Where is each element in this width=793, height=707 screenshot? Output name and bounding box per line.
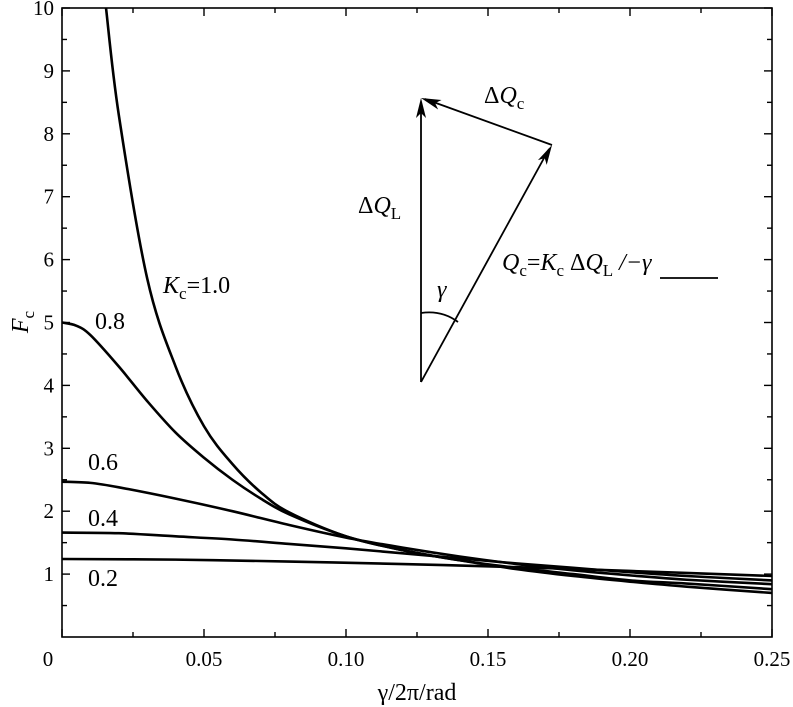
- x-tick-label: 0.15: [470, 647, 507, 671]
- y-tick-label: 1: [44, 562, 55, 586]
- labels: Kc=1.0 0.8 0.6 0.4 0.2: [88, 273, 230, 592]
- y-tick-label: 2: [44, 499, 55, 523]
- series-line-1.0: [104, 7, 773, 595]
- series-label-0.4: 0.4: [88, 506, 118, 532]
- vector-Qc-label: Qc=Kc ΔQL /−γ: [502, 250, 652, 280]
- y-tick-label: 9: [44, 59, 55, 83]
- vector-dQL-label: ΔQL: [358, 193, 401, 223]
- series-line-0.2: [61, 557, 773, 578]
- x-tick-label: 0.05: [186, 647, 223, 671]
- vector-dQc-arrowhead: [421, 98, 442, 110]
- series-label-0.6: 0.6: [88, 450, 118, 476]
- y-tick-label: 4: [44, 373, 55, 397]
- plot-frame: [61, 7, 773, 638]
- y-tick-label: 8: [44, 122, 55, 146]
- vector-dQc-label: ΔQc: [484, 83, 525, 113]
- series-label-0.2: 0.2: [88, 566, 118, 592]
- axes: 0 0.05 0.10 0.15 0.20 0.25 1 2 3 4 5 6 7 8 9 10 γ/2π/rad…: [8, 0, 790, 706]
- vector-dQL-arrowhead: [416, 98, 426, 118]
- angle-label: γ: [437, 277, 447, 303]
- curves: [61, 7, 773, 595]
- y-tick-label: 10: [33, 0, 54, 20]
- y-tick-label: 7: [44, 185, 55, 209]
- x-tick-label: 0.10: [328, 647, 365, 671]
- y-tick-label: 3: [44, 436, 55, 460]
- series-label-0.8: 0.8: [95, 309, 125, 335]
- vector-dQc-line: [424, 98, 553, 146]
- vector-diagram: ΔQL ΔQc γ Qc=Kc ΔQL /−γ: [358, 83, 718, 383]
- x-tick-label: 0.25: [754, 647, 791, 671]
- x-tick-label: 0.20: [612, 647, 649, 671]
- vector-Qc-arrowhead: [537, 145, 552, 165]
- x-tick-label: 0: [43, 647, 54, 671]
- y-tick-label: 6: [44, 248, 55, 272]
- x-axis-label: γ/2π/rad: [377, 680, 457, 706]
- series-line-0.6: [61, 480, 773, 586]
- series-line-0.4: [61, 531, 773, 582]
- vector-Qc-line: [420, 148, 550, 383]
- y-axis-label: Fc: [8, 310, 38, 334]
- series-line-0.8: [61, 321, 773, 591]
- series-label-1.0: Kc=1.0: [162, 273, 230, 303]
- angle-arc: [420, 311, 459, 323]
- y-tick-label: 5: [44, 311, 55, 335]
